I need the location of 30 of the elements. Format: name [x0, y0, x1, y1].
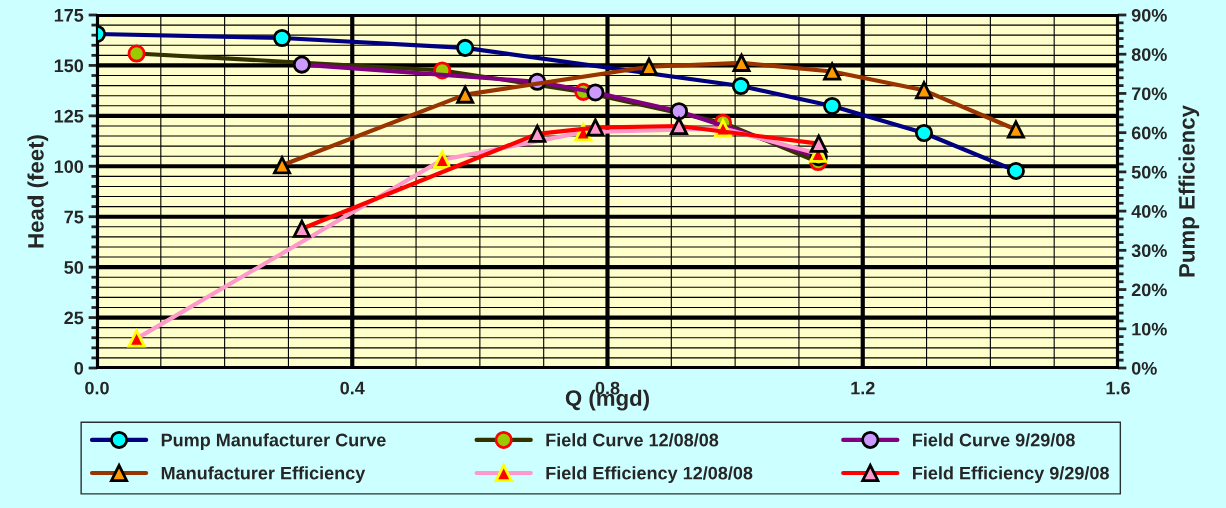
legend-label: Pump Manufacturer Curve [161, 433, 386, 450]
x-tick-label: 1.2 [851, 381, 875, 395]
y2-axis-title: Pump Efficiency [1178, 105, 1200, 277]
y-tick-label: 50 [64, 261, 84, 274]
y-tick-label: 125 [54, 109, 84, 123]
y2-tick-label: 60% [1131, 126, 1167, 140]
y2-tick-label: 10% [1132, 322, 1167, 336]
y2-tick-label: 40% [1131, 205, 1167, 218]
legend-label: Manufacturer Efficiency [161, 466, 366, 484]
y2-tick-label: 80% [1131, 48, 1167, 61]
y2-tick-label: 20% [1131, 283, 1167, 297]
y-tick-label: 175 [54, 9, 84, 22]
legend-label: Field Curve 12/08/08 [546, 433, 719, 447]
legend-label: Field Curve 9/29/08 [913, 433, 1075, 447]
x-tick-label: 0.4 [340, 381, 365, 395]
y-tick-label: 100 [54, 160, 84, 174]
y2-tick-label: 50% [1131, 165, 1167, 179]
y-axis-title: Head (feet) [27, 135, 49, 248]
x-tick-label: 0.0 [85, 381, 109, 395]
y2-tick-label: 90% [1131, 8, 1167, 22]
legend-label: Field Efficiency 9/29/08 [913, 466, 1109, 484]
x-tick-label: 1.6 [1106, 381, 1130, 395]
y2-tick-label: 70% [1131, 87, 1167, 101]
y2-tick-label: 30% [1131, 244, 1167, 258]
y-tick-label: 0 [74, 361, 84, 375]
legend-label: Field Efficiency 12/08/08 [546, 466, 753, 484]
y-tick-label: 75 [64, 210, 84, 224]
y-tick-label: 25 [64, 311, 84, 325]
y2-tick-label: 0% [1131, 361, 1157, 375]
y-tick-label: 150 [54, 59, 84, 73]
